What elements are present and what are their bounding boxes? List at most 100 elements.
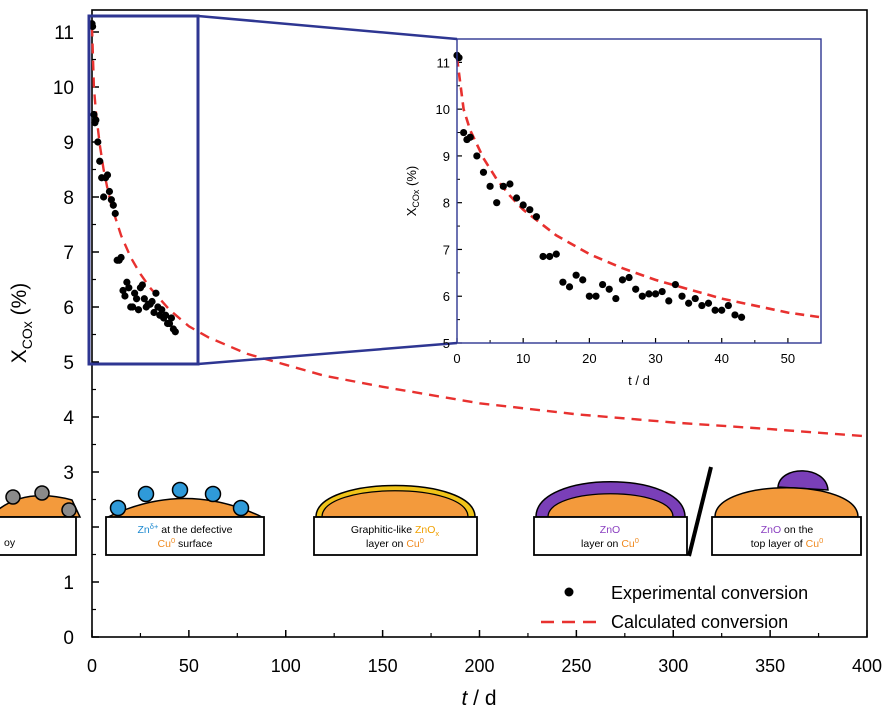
experimental-point bbox=[134, 306, 143, 314]
inset-experimental-point bbox=[599, 280, 607, 289]
inset-y-tick-label: 7 bbox=[443, 242, 450, 257]
inset-experimental-point bbox=[665, 297, 673, 305]
experimental-point bbox=[117, 253, 125, 262]
legend-label-calculated: Calculated conversion bbox=[611, 612, 788, 632]
inset-experimental-point bbox=[585, 292, 593, 300]
zn-atom bbox=[232, 499, 250, 517]
zn-atom bbox=[109, 499, 127, 517]
inset-experimental-point bbox=[625, 273, 633, 282]
experimental-points bbox=[88, 20, 179, 336]
inset-experimental-point bbox=[519, 201, 527, 209]
inset-y-tick-label: 6 bbox=[443, 289, 450, 304]
experimental-point bbox=[152, 289, 160, 297]
experimental-point bbox=[162, 311, 170, 319]
experimental-point bbox=[167, 314, 176, 322]
experimental-point bbox=[150, 308, 158, 317]
inset-experimental-point bbox=[645, 290, 653, 298]
experimental-point bbox=[119, 286, 127, 295]
main-x-axis: 0 50 100 150 200 250 300 350 400 bbox=[87, 630, 882, 676]
experimental-point bbox=[132, 295, 141, 303]
experimental-point bbox=[107, 196, 115, 204]
x-tick-label: 200 bbox=[464, 656, 494, 676]
diagram-graphitic-znox: Graphitic-like ZnOx layer on Cu0 bbox=[313, 484, 478, 556]
inset-experimental-point bbox=[691, 294, 699, 303]
inset-experimental-point bbox=[499, 182, 507, 190]
experimental-point bbox=[138, 281, 146, 289]
inset-experimental-point bbox=[731, 311, 739, 319]
inset-plot-frame bbox=[456, 38, 822, 344]
experimental-point bbox=[109, 201, 117, 209]
main-x-axis-label: t / d bbox=[461, 687, 496, 710]
inset-x-tick-label: 20 bbox=[582, 351, 596, 366]
y-tick-label: 8 bbox=[63, 188, 74, 209]
inset-experimental-point bbox=[678, 292, 686, 300]
inset-y-tick-label: 8 bbox=[443, 196, 450, 211]
inset-experimental-point bbox=[718, 306, 726, 314]
diagram-label-box bbox=[711, 516, 862, 556]
inset-experimental-point bbox=[651, 290, 660, 298]
inset-experimental-point bbox=[724, 301, 732, 310]
diagram-zno-layer: ZnO layer on Cu0 bbox=[533, 481, 688, 556]
inset-experimental-point bbox=[539, 252, 547, 261]
experimental-point bbox=[123, 278, 131, 286]
y-tick-label: 7 bbox=[63, 243, 74, 264]
main-y-axis-label: XCOx (%) bbox=[8, 283, 35, 364]
zn-atom bbox=[137, 485, 155, 503]
diagram-label-line2: Cu0 surface bbox=[158, 536, 213, 550]
inset-experimental-point bbox=[638, 292, 646, 300]
inset-experimental-point bbox=[612, 294, 620, 303]
experimental-point bbox=[131, 289, 139, 297]
inset-y-axis-label: XCOx (%) bbox=[404, 166, 421, 217]
zoom-connector-bottom bbox=[197, 341, 458, 366]
diagram-separator-slash bbox=[687, 466, 713, 557]
inset-experimental-point bbox=[526, 206, 534, 214]
inset-experimental-points bbox=[453, 51, 746, 321]
experimental-point bbox=[165, 319, 174, 328]
inset-y-tick-label: 11 bbox=[437, 55, 451, 70]
legend-label-experimental: Experimental conversion bbox=[611, 583, 808, 603]
inset-experimental-point bbox=[532, 213, 541, 221]
cu-particle-shape bbox=[321, 490, 469, 518]
y-tick-label: 5 bbox=[63, 353, 74, 374]
experimental-point bbox=[103, 171, 112, 179]
inset-y-tick-label: 5 bbox=[443, 336, 450, 351]
inset-experimental-point bbox=[671, 280, 680, 289]
experimental-point bbox=[129, 303, 137, 311]
zoom-connector-top bbox=[197, 14, 458, 41]
y-tick-label: 1 bbox=[63, 573, 74, 594]
inset-experimental-point bbox=[704, 299, 713, 307]
cu-particle-shape bbox=[547, 493, 674, 518]
y-tick-label: 3 bbox=[63, 463, 74, 484]
experimental-point bbox=[111, 209, 119, 218]
experimental-point bbox=[148, 297, 156, 306]
cu-particle-shape bbox=[714, 487, 859, 518]
inset-experimental-point bbox=[658, 287, 666, 296]
mechanism-diagrams: oy Znδ+ at the defective Cu0 surface Gr bbox=[0, 466, 862, 557]
diagram-zn-delta: Znδ+ at the defective Cu0 surface bbox=[105, 481, 265, 556]
inset-experimental-point bbox=[685, 299, 693, 307]
y-tick-label: 0 bbox=[63, 628, 74, 649]
zoom-region-box bbox=[87, 14, 200, 366]
experimental-point bbox=[92, 116, 100, 124]
zno-cluster bbox=[777, 470, 829, 491]
x-tick-label: 50 bbox=[179, 656, 199, 676]
inset-experimental-point bbox=[711, 306, 719, 314]
experimental-point bbox=[158, 306, 166, 314]
inset-experimental-point bbox=[737, 313, 746, 321]
diagram-label-line1: ZnO bbox=[600, 524, 620, 536]
inset-x-axis: 0 10 20 30 40 50 bbox=[453, 338, 795, 366]
x-tick-label: 100 bbox=[271, 656, 301, 676]
experimental-point bbox=[171, 328, 179, 336]
inset-experimental-point bbox=[605, 285, 613, 293]
zn-atom-grey bbox=[61, 502, 77, 518]
inset-y-tick-label: 10 bbox=[436, 102, 450, 117]
inset-experimental-point bbox=[493, 199, 501, 207]
inset-plot: 0 10 20 30 40 50 5 6 7 8 9 10 11 t / d XCOx (%) bbox=[404, 38, 822, 388]
experimental-point bbox=[105, 187, 114, 196]
experimental-point bbox=[121, 292, 129, 300]
inset-experimental-point bbox=[466, 133, 474, 141]
legend-marker-experimental bbox=[564, 587, 574, 597]
zn-atom-grey bbox=[5, 489, 21, 505]
x-tick-label: 250 bbox=[561, 656, 591, 676]
